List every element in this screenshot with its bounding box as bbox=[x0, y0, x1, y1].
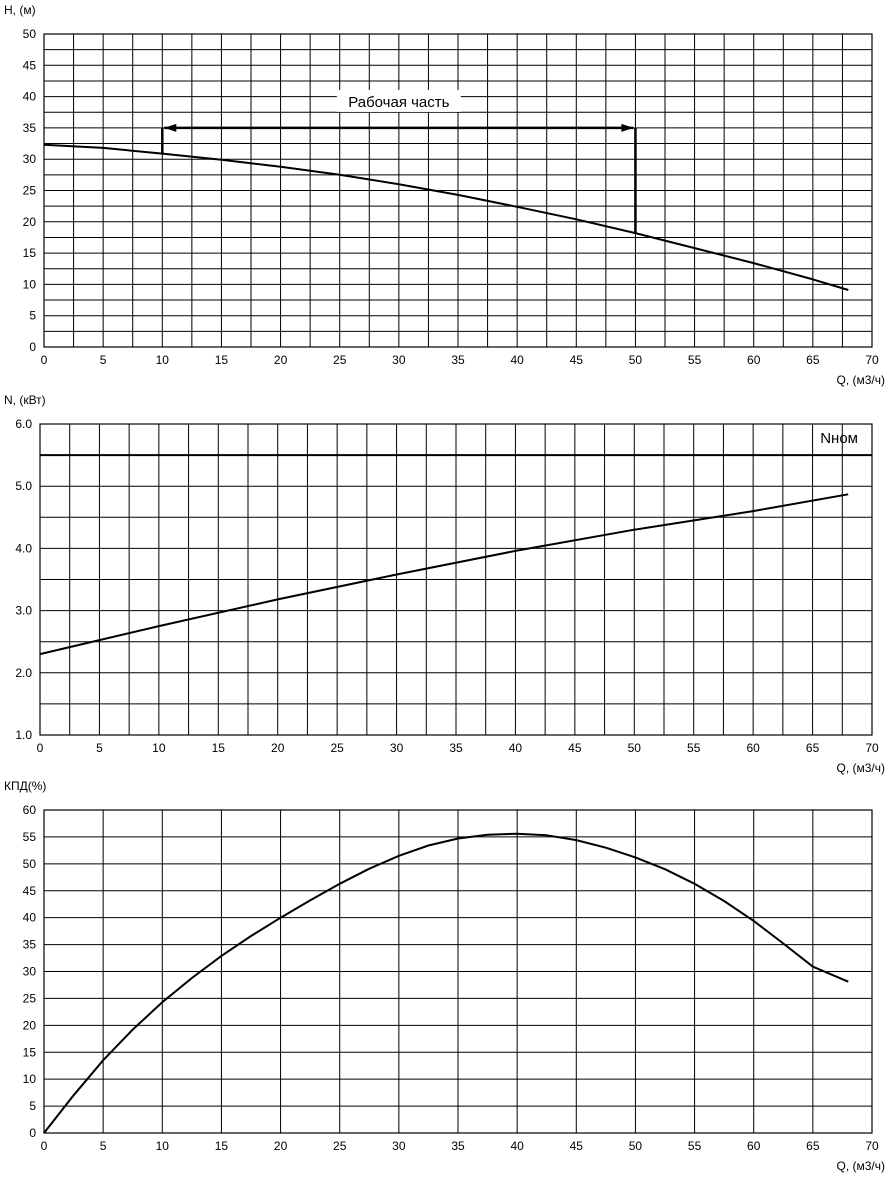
y-tick-label: 6.0 bbox=[15, 417, 32, 431]
y-tick-label: 25 bbox=[23, 991, 37, 1005]
y-tick-label: 50 bbox=[23, 857, 37, 871]
x-tick-label: 50 bbox=[628, 741, 642, 755]
working-range-label: Рабочая часть bbox=[348, 94, 449, 111]
x-tick-label: 60 bbox=[747, 1139, 761, 1153]
x-tick-label: 50 bbox=[629, 1139, 643, 1153]
x-tick-label: 10 bbox=[156, 1139, 170, 1153]
working-range-arrowhead-left bbox=[164, 123, 177, 132]
y-tick-label: 60 bbox=[23, 803, 37, 817]
x-tick-label: 0 bbox=[41, 353, 48, 367]
working-range-annotation: Рабочая часть bbox=[161, 89, 637, 234]
x-tick-label: 10 bbox=[156, 353, 170, 367]
y-tick-label: 40 bbox=[23, 911, 37, 925]
y-tick-label: 10 bbox=[23, 1072, 37, 1086]
x-tick-label: 60 bbox=[746, 741, 760, 755]
chart-efficiency: 0 5 10 15 20 25 30 35 40 45 50 55 60 65 70 0 5 10 15 20 25 30… bbox=[4, 779, 885, 1173]
x-tick-label: 20 bbox=[271, 741, 285, 755]
x-tick-label: 0 bbox=[37, 741, 44, 755]
x-tick-label: 5 bbox=[100, 353, 107, 367]
y-tick-label: 2.0 bbox=[15, 666, 32, 680]
grid bbox=[43, 33, 873, 348]
y-tick-label: 20 bbox=[23, 215, 37, 229]
x-tick-label: 30 bbox=[390, 741, 404, 755]
plot-frame bbox=[43, 809, 873, 1134]
reference-line-label: Nном bbox=[820, 430, 858, 447]
y-tick-label: 5.0 bbox=[15, 479, 32, 493]
y-tick-label: 30 bbox=[23, 152, 37, 166]
chart-head: 0 5 10 15 20 25 30 35 40 45 50 55 60 65 70 0 5 10 15 20 25 30… bbox=[4, 3, 885, 387]
x-tick-label: 30 bbox=[392, 353, 406, 367]
x-tick-label: 55 bbox=[688, 353, 702, 367]
x-tick-label: 70 bbox=[865, 1139, 879, 1153]
y-tick-label: 5 bbox=[29, 1099, 36, 1113]
x-tick-label: 35 bbox=[451, 1139, 465, 1153]
x-tick-label: 50 bbox=[629, 353, 643, 367]
y-tick-label: 4.0 bbox=[15, 541, 32, 555]
x-tick-label: 40 bbox=[510, 1139, 524, 1153]
x-tick-label: 70 bbox=[865, 741, 879, 755]
x-tick-label: 35 bbox=[451, 353, 465, 367]
x-axis-label: Q, (м3/ч) bbox=[836, 761, 885, 775]
y-axis-label: КПД(%) bbox=[4, 779, 46, 793]
series-line bbox=[39, 493, 849, 656]
y-axis-label: N, (кВт) bbox=[4, 393, 46, 407]
x-tick-label: 15 bbox=[215, 353, 229, 367]
x-tick-label: 0 bbox=[41, 1139, 48, 1153]
y-axis-label: H, (м) bbox=[4, 3, 36, 17]
x-tick-label: 65 bbox=[806, 1139, 820, 1153]
x-tick-label: 70 bbox=[865, 353, 879, 367]
series-line bbox=[43, 832, 849, 1134]
y-tick-label: 45 bbox=[23, 884, 37, 898]
x-tick-label: 45 bbox=[570, 353, 584, 367]
y-tick-label: 50 bbox=[23, 27, 37, 41]
y-tick-label: 25 bbox=[23, 184, 37, 198]
x-tick-label: 65 bbox=[806, 353, 820, 367]
x-tick-label: 55 bbox=[687, 741, 701, 755]
y-tick-label: 55 bbox=[23, 830, 37, 844]
x-tick-label: 5 bbox=[100, 1139, 107, 1153]
x-tick-label: 15 bbox=[212, 741, 226, 755]
x-tick-label: 45 bbox=[570, 1139, 584, 1153]
x-axis-label: Q, (м3/ч) bbox=[836, 373, 885, 387]
y-tick-label: 0 bbox=[29, 1126, 36, 1140]
y-tick-label: 0 bbox=[29, 340, 36, 354]
x-tick-label: 25 bbox=[333, 1139, 347, 1153]
x-tick-label: 20 bbox=[274, 1139, 288, 1153]
x-tick-label: 25 bbox=[333, 353, 347, 367]
plot-frame bbox=[39, 423, 873, 736]
x-tick-label: 25 bbox=[330, 741, 344, 755]
x-tick-label: 60 bbox=[747, 353, 761, 367]
y-tick-label: 5 bbox=[29, 309, 36, 323]
series-line bbox=[43, 143, 849, 291]
working-range-arrowhead-right bbox=[621, 123, 634, 132]
working-range-label-bg bbox=[336, 89, 461, 112]
x-tick-label: 65 bbox=[806, 741, 820, 755]
x-tick-label: 5 bbox=[96, 741, 103, 755]
y-tick-label: 20 bbox=[23, 1018, 37, 1032]
y-tick-label: 45 bbox=[23, 58, 37, 72]
y-tick-label: 15 bbox=[23, 1045, 37, 1059]
x-tick-label: 35 bbox=[449, 741, 463, 755]
x-tick-label: 10 bbox=[152, 741, 166, 755]
y-tick-label: 35 bbox=[23, 121, 37, 135]
y-tick-label: 15 bbox=[23, 246, 37, 260]
x-tick-label: 20 bbox=[274, 353, 288, 367]
y-tick-label: 35 bbox=[23, 938, 37, 952]
y-tick-label: 40 bbox=[23, 90, 37, 104]
x-tick-label: 40 bbox=[510, 353, 524, 367]
x-tick-label: 30 bbox=[392, 1139, 406, 1153]
x-tick-label: 15 bbox=[215, 1139, 229, 1153]
x-tick-label: 45 bbox=[568, 741, 582, 755]
plot-frame bbox=[43, 33, 873, 348]
y-tick-label: 3.0 bbox=[15, 604, 32, 618]
x-tick-label: 55 bbox=[688, 1139, 702, 1153]
chart-power: 0 5 10 15 20 25 30 35 40 45 50 55 60 65 70 1.0 2.0 3.0 4.0… bbox=[4, 393, 885, 775]
y-tick-label: 30 bbox=[23, 965, 37, 979]
y-tick-label: 1.0 bbox=[15, 728, 32, 742]
x-axis-label: Q, (м3/ч) bbox=[836, 1159, 885, 1173]
y-tick-label: 10 bbox=[23, 277, 37, 291]
x-tick-label: 40 bbox=[509, 741, 523, 755]
